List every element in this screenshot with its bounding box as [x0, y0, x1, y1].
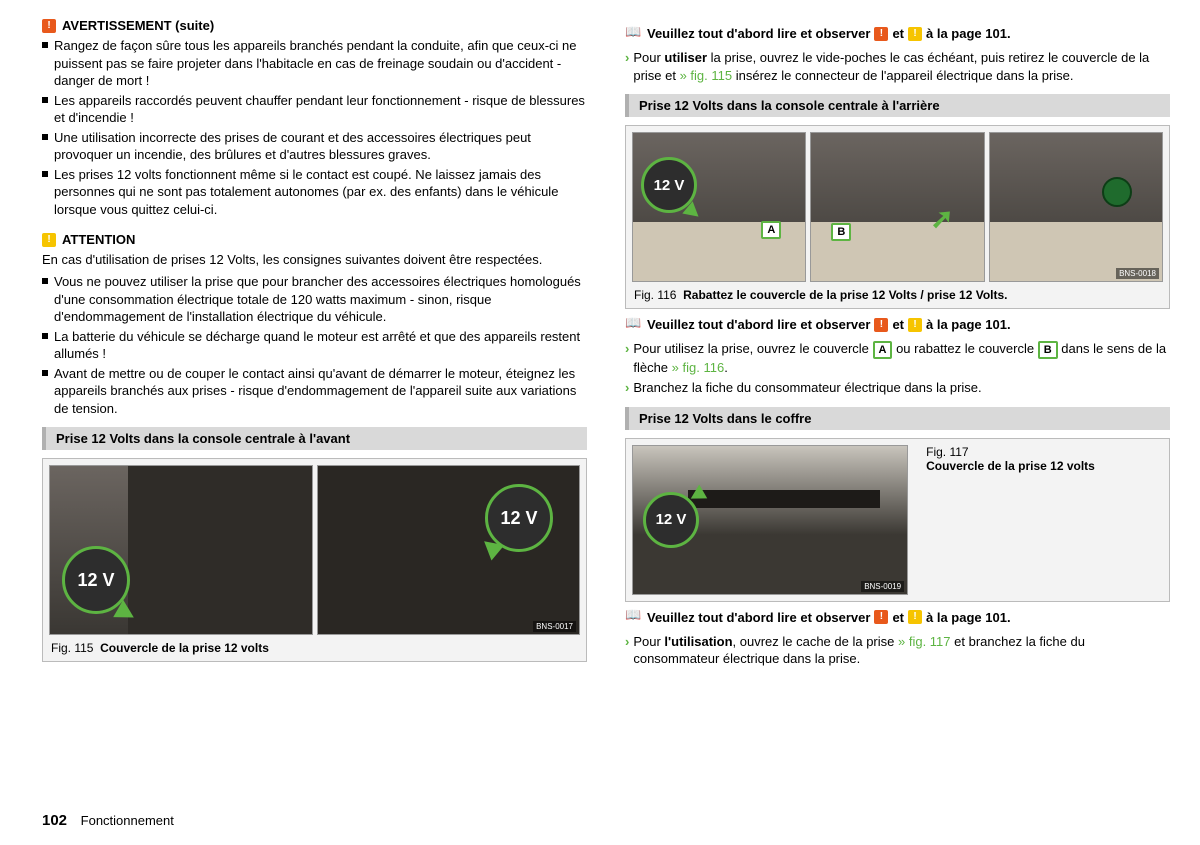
step-use-rear: › Pour utilisez la prise, ouvrez le couv…	[625, 340, 1170, 376]
letter-a-marker: A	[761, 221, 781, 239]
twelve-volt-badge: 12 V	[643, 492, 699, 548]
chevron-icon: ›	[625, 633, 629, 668]
book-icon	[625, 610, 643, 624]
warn-bullet: Rangez de façon sûre tous les appareils …	[42, 37, 587, 90]
fig116-image-1: 12 V A	[632, 132, 806, 282]
attention-heading: ! ATTENTION	[42, 232, 587, 247]
image-code: BNS-0017	[533, 621, 576, 632]
warning-heading: ! AVERTISSEMENT (suite)	[42, 18, 587, 33]
book-icon	[625, 27, 643, 41]
step-use-trunk: › Pour l'utilisation, ouvrez le cache de…	[625, 633, 1170, 668]
section-bar-trunk: Prise 12 Volts dans le coffre	[625, 407, 1170, 430]
read-first-line: Veuillez tout d'abord lire et observer !…	[625, 610, 1170, 625]
chevron-icon: ›	[625, 379, 629, 397]
warn-bullet: Les appareils raccordés peuvent chauffer…	[42, 92, 587, 127]
figure-117: 12 V BNS-0019 Fig. 117 Couvercle de la p…	[625, 438, 1170, 602]
arrow-icon: ➚	[930, 202, 953, 235]
letter-a-inline: A	[873, 341, 893, 359]
warning-icon: !	[42, 19, 56, 33]
step-use-front: › Pour utiliser la prise, ouvrez le vide…	[625, 49, 1170, 84]
read-first-line: Veuillez tout d'abord lire et observer !…	[625, 26, 1170, 41]
page-footer: 102 Fonctionnement	[42, 812, 174, 829]
left-column: ! AVERTISSEMENT (suite) Rangez de façon …	[42, 18, 587, 671]
attention-title: ATTENTION	[62, 232, 135, 247]
ref-orange-icon: !	[874, 318, 888, 332]
ref-yellow-icon: !	[908, 27, 922, 41]
fig116-caption: Fig. 116 Rabattez le couvercle de la pri…	[632, 286, 1163, 302]
two-column-layout: ! AVERTISSEMENT (suite) Rangez de façon …	[42, 18, 1170, 671]
att-bullet: La batterie du véhicule se décharge quan…	[42, 328, 587, 363]
fig-link: » fig. 116	[672, 360, 725, 375]
fig116-image-2: ➚ B	[810, 132, 984, 282]
step-plug-rear: › Branchez la fiche du consommateur élec…	[625, 379, 1170, 397]
section-bar-rear: Prise 12 Volts dans la console centrale …	[625, 94, 1170, 117]
warn-bullet: Les prises 12 volts fonctionnent même si…	[42, 166, 587, 219]
right-column: Veuillez tout d'abord lire et observer !…	[625, 18, 1170, 671]
ref-yellow-icon: !	[908, 318, 922, 332]
page-number: 102	[42, 812, 67, 829]
chevron-icon: ›	[625, 340, 629, 376]
read-first-line: Veuillez tout d'abord lire et observer !…	[625, 317, 1170, 332]
attention-icon: !	[42, 233, 56, 247]
warning-title: AVERTISSEMENT (suite)	[62, 18, 214, 33]
attention-intro: En cas d'utilisation de prises 12 Volts,…	[42, 251, 587, 269]
image-code: BNS-0019	[861, 581, 904, 592]
fig117-caption: Fig. 117 Couvercle de la prise 12 volts	[916, 445, 1095, 473]
section-name: Fonctionnement	[81, 813, 174, 828]
fig115-image-left: 12 V	[49, 465, 313, 635]
att-bullet: Avant de mettre ou de couper le contact …	[42, 365, 587, 418]
figure-116: 12 V A ➚ B BNS-0018 Fig. 11	[625, 125, 1170, 309]
ref-orange-icon: !	[874, 610, 888, 624]
ref-yellow-icon: !	[908, 610, 922, 624]
socket-icon	[1102, 177, 1132, 207]
figure-115: 12 V 12 V BNS-0017 Fig. 115 Couvercle de…	[42, 458, 587, 662]
att-bullet: Vous ne pouvez utiliser la prise que pou…	[42, 273, 587, 326]
chevron-icon: ›	[625, 49, 629, 84]
fig115-image-right: 12 V BNS-0017	[317, 465, 581, 635]
book-icon	[625, 318, 643, 332]
fig116-image-3: BNS-0018	[989, 132, 1163, 282]
fig117-image: 12 V BNS-0019	[632, 445, 908, 595]
warn-bullet: Une utilisation incorrecte des prises de…	[42, 129, 587, 164]
letter-b-inline: B	[1038, 341, 1058, 359]
fig-link: » fig. 115	[680, 68, 733, 83]
section-bar-front: Prise 12 Volts dans la console centrale …	[42, 427, 587, 450]
letter-b-marker: B	[831, 223, 851, 241]
fig-link: » fig. 117	[898, 634, 951, 649]
fig115-caption: Fig. 115 Couvercle de la prise 12 volts	[49, 639, 580, 655]
ref-orange-icon: !	[874, 27, 888, 41]
image-code: BNS-0018	[1116, 268, 1159, 279]
